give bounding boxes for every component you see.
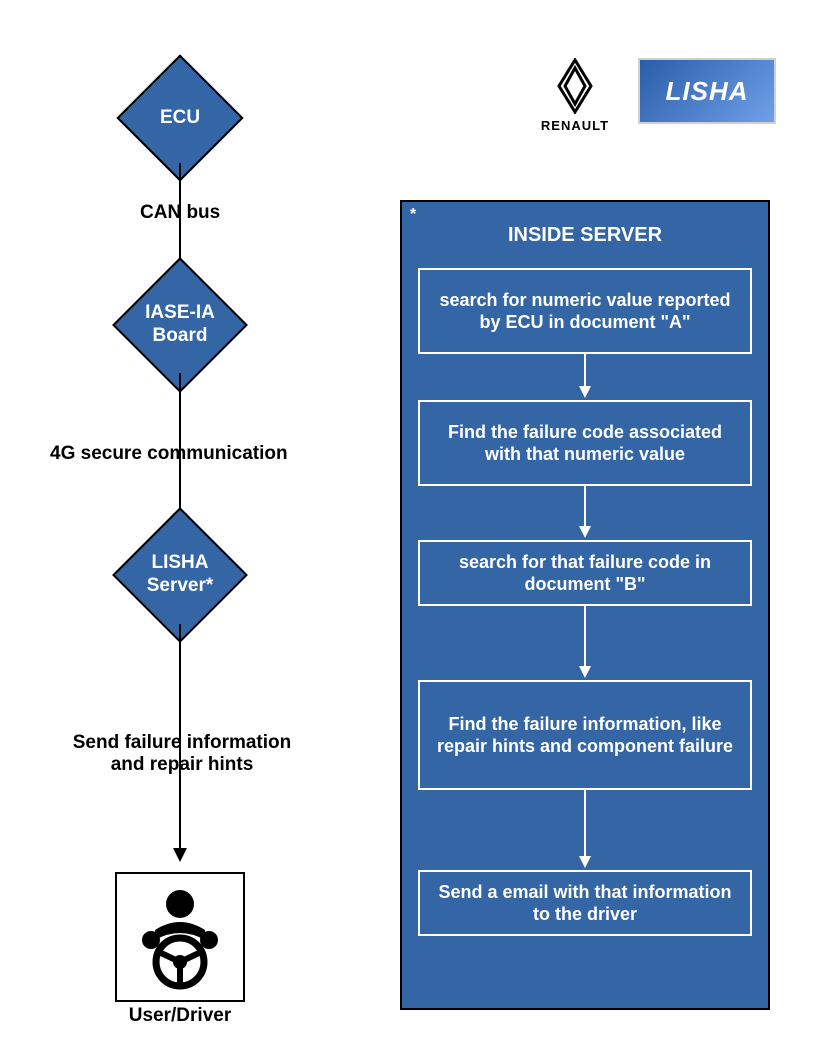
edge-iase-lisha-label: 4G secure communication (50, 443, 288, 465)
renault-logo-text: RENAULT (530, 118, 620, 133)
lisha-logo: LISHA (638, 58, 776, 124)
node-lisha-label: LISHA Server* (95, 527, 265, 623)
server-edge-2-line (584, 486, 586, 528)
server-edge-1-line (584, 354, 586, 388)
driver-icon (125, 882, 235, 992)
node-ecu-label: ECU (95, 73, 265, 163)
server-step-5: Send a email with that information to th… (418, 870, 752, 936)
server-panel-title: INSIDE SERVER (402, 224, 768, 247)
edge-ecu-iase-label: CAN bus (140, 202, 220, 224)
node-driver-caption: User/Driver (115, 1005, 245, 1027)
server-step-2: Find the failure code associated with th… (418, 400, 752, 486)
lisha-logo-text: LISHA (666, 76, 749, 107)
server-edge-4-line (584, 790, 586, 858)
server-star: * (410, 206, 416, 224)
renault-diamond-icon (551, 58, 599, 114)
server-edge-2-arrow (579, 526, 591, 538)
server-edge-4-arrow (579, 856, 591, 868)
diagram-canvas: RENAULT LISHA ECU CAN bus IASE-IA Board … (0, 0, 816, 1056)
edge-lisha-driver-label: Send failure information and repair hint… (62, 732, 302, 776)
server-edge-3-arrow (579, 666, 591, 678)
server-edge-1-arrow (579, 386, 591, 398)
server-step-1: search for numeric value reported by ECU… (418, 268, 752, 354)
server-step-3: search for that failure code in document… (418, 540, 752, 606)
renault-logo: RENAULT (530, 58, 620, 133)
node-iase-label: IASE-IA Board (95, 277, 265, 373)
server-step-4: Find the failure information, like repai… (418, 680, 752, 790)
server-edge-3-line (584, 606, 586, 668)
edge-lisha-driver-arrow (173, 848, 187, 862)
node-driver (115, 872, 245, 1002)
